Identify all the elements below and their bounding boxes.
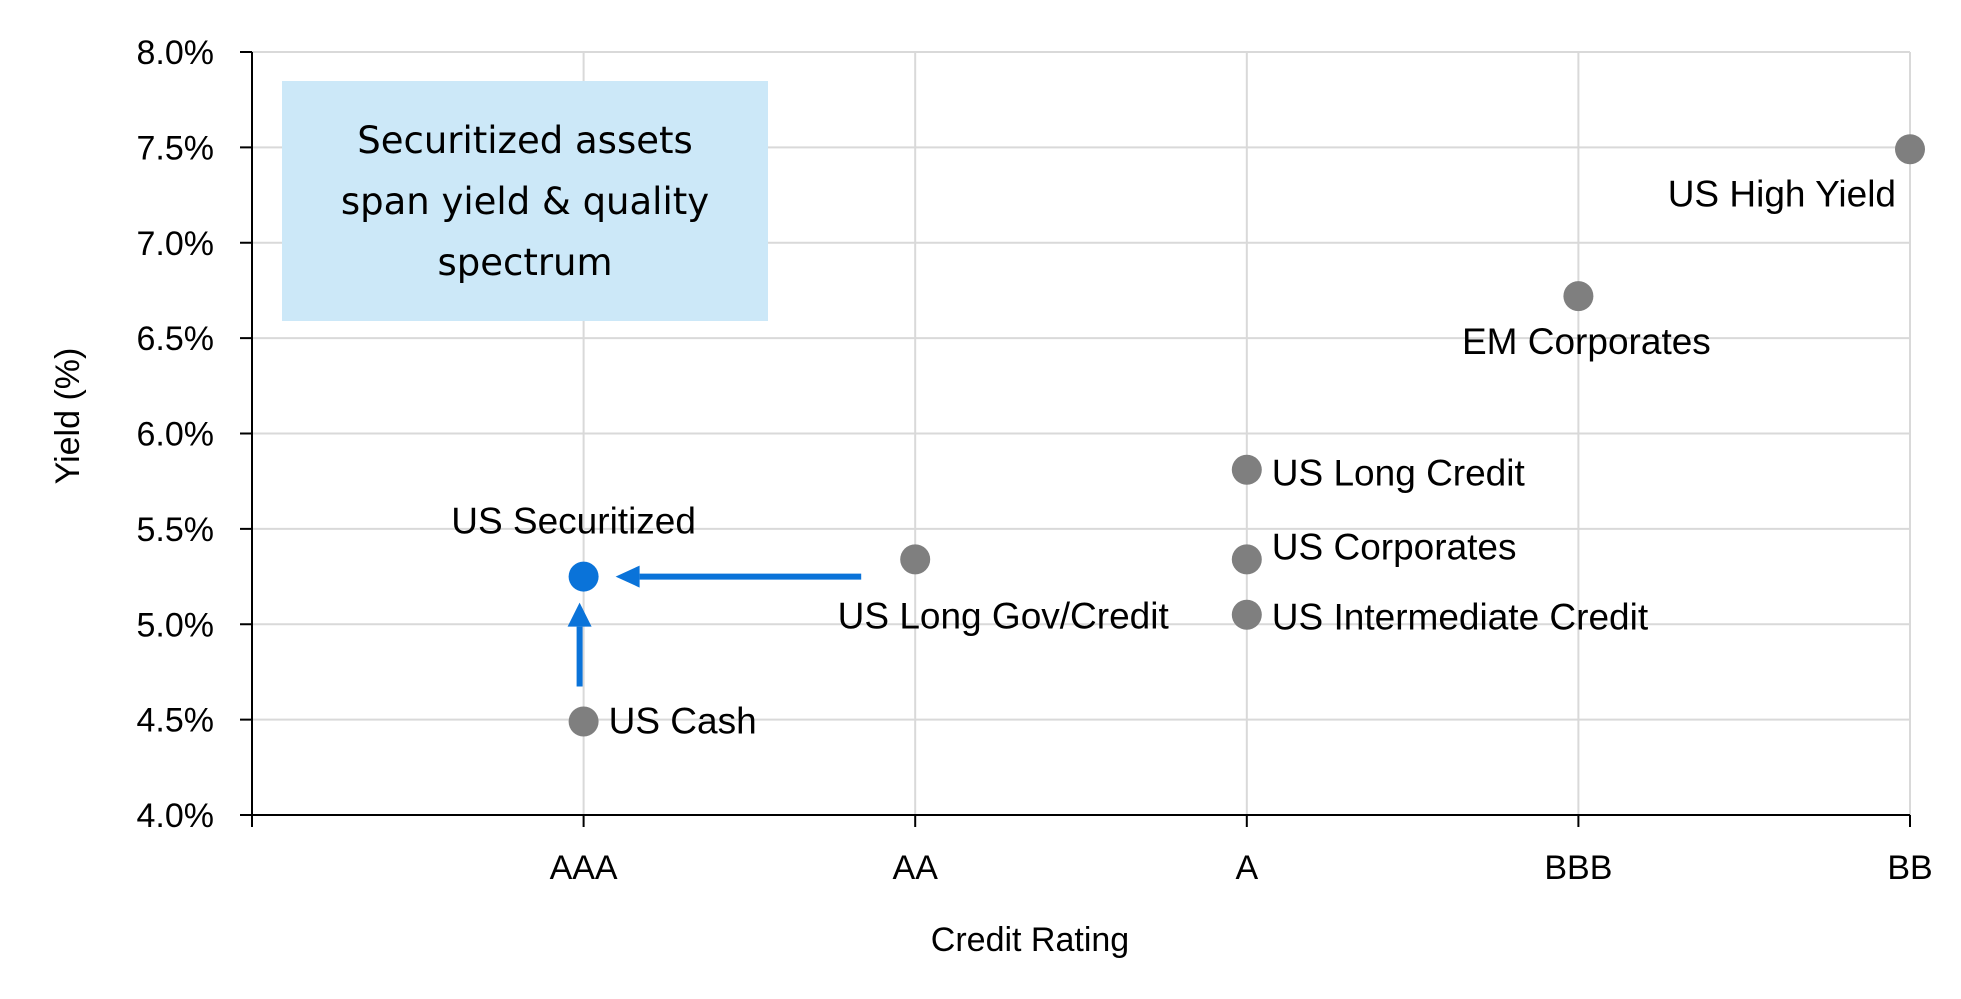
data-point	[1563, 281, 1594, 312]
x-axis-title: Credit Rating	[931, 921, 1129, 959]
y-tick-label: 7.5%	[137, 129, 215, 167]
annotation-line-1: Securitized assets	[357, 118, 693, 162]
data-point	[900, 544, 931, 575]
y-tick-label: 4.5%	[137, 702, 215, 740]
x-tick-label: A	[1235, 849, 1258, 887]
data-point	[568, 561, 599, 592]
x-tick-label: AAA	[550, 849, 618, 887]
annotation-box: Securitized assets span yield & quality …	[282, 81, 768, 321]
data-label: US Cash	[609, 701, 757, 742]
y-tick-label: 6.0%	[137, 416, 215, 454]
y-tick-label: 8.0%	[137, 34, 215, 72]
x-tick-label: BBB	[1544, 849, 1612, 887]
annotation-line-2: span yield & quality	[340, 179, 710, 223]
data-label: US High Yield	[1668, 173, 1896, 214]
arrow-head	[567, 602, 592, 627]
y-tick-label: 5.0%	[137, 606, 215, 644]
axes: 4.0%4.5%5.0%5.5%6.0%6.5%7.0%7.5%8.0%AAA A…	[137, 34, 1933, 887]
arrows	[567, 565, 862, 687]
y-tick-label: 5.5%	[137, 511, 215, 549]
data-point	[1231, 544, 1262, 575]
y-tick-label: 4.0%	[137, 797, 215, 835]
data-labels: US Securitized US Cash US Long Gov/Credit U…	[451, 173, 1896, 741]
data-label: US Long Credit	[1272, 453, 1526, 494]
y-tick-label: 6.5%	[137, 320, 215, 358]
data-label: EM Corporates	[1462, 321, 1711, 362]
y-tick-label: 7.0%	[137, 225, 215, 263]
data-label: US Corporates	[1272, 526, 1517, 567]
data-label: US Intermediate Credit	[1272, 597, 1649, 638]
data-label: US Securitized	[451, 501, 696, 542]
x-tick-label: BB	[1887, 849, 1932, 887]
data-point	[1231, 599, 1262, 630]
data-label: US Long Gov/Credit	[838, 595, 1170, 636]
data-point	[1895, 134, 1925, 165]
data-point	[1231, 454, 1262, 485]
annotation-line-3: spectrum	[437, 240, 613, 284]
data-point	[568, 706, 599, 737]
x-tick-label: AA	[893, 849, 939, 887]
y-axis-title: Yield (%)	[49, 348, 87, 485]
data-points	[568, 134, 1925, 737]
arrow-head	[615, 565, 640, 588]
